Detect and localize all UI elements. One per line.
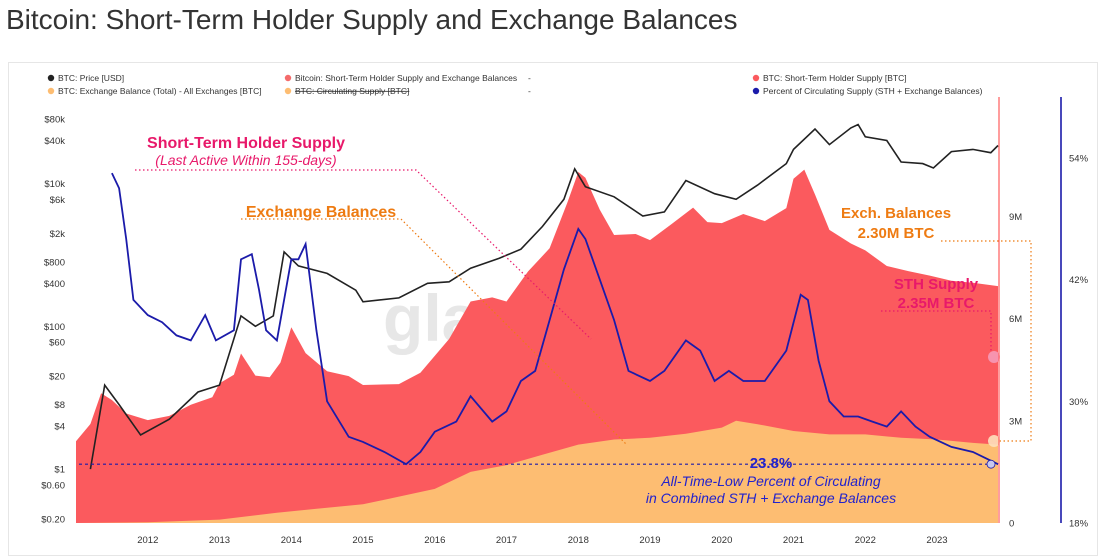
sth-annotation-subtitle: (Last Active Within 155-days) [155, 152, 336, 168]
supply-tick-label: 0 [1009, 519, 1014, 530]
sth-end-marker [988, 351, 1000, 363]
price-tick-label: $40k [44, 136, 65, 147]
x-tick-label: 2015 [352, 535, 373, 546]
legend-label-sth: BTC: Short-Term Holder Supply [BTC] [763, 73, 907, 83]
line-layer [89, 123, 999, 470]
sth-annotation-title: Short-Term Holder Supply [147, 135, 345, 152]
x-tick-label: 2020 [711, 535, 732, 546]
exch-balance-label: Exch. Balances [841, 205, 951, 222]
supply-tick-label: 3M [1009, 416, 1022, 427]
atl-caption-line1: All-Time-Low Percent of Circulating [660, 473, 880, 489]
legend-label-dash-2: - [528, 86, 531, 96]
percent-tick-label: 30% [1069, 397, 1089, 408]
reference-layer [79, 169, 1032, 469]
x-tick-label: 2016 [424, 535, 445, 546]
legend-label-exchange: BTC: Exchange Balance (Total) - All Exch… [58, 86, 262, 96]
legend-swatch-price [47, 74, 55, 82]
percent-circulating-line [111, 172, 999, 466]
price-tick-label: $4 [54, 422, 65, 433]
price-tick-label: $1 [54, 465, 65, 476]
price-tick-label: $6k [50, 195, 66, 206]
sth-supply-value: 2.35M BTC [898, 295, 975, 312]
exchange-connector [241, 218, 627, 445]
price-tick-label: $0.20 [41, 515, 65, 526]
atl-value-label: 23.8% [750, 455, 793, 472]
axes-layer: 2012 2013 2014 2015 2016 2017 2018 2019 2020 2021… [41, 115, 1088, 547]
x-tick-label: 2021 [783, 535, 804, 546]
legend-swatch-circ [284, 87, 292, 95]
supply-tick-label: 9M [1009, 212, 1022, 223]
percent-tick-label: 18% [1069, 519, 1089, 530]
price-tick-label: $10k [44, 179, 65, 190]
x-tick-label: 2013 [209, 535, 230, 546]
x-tick-label: 2022 [855, 535, 876, 546]
price-tick-label: $8 [54, 400, 65, 411]
price-tick-label: $0.60 [41, 480, 65, 491]
percent-tick-label: 54% [1069, 153, 1089, 164]
price-tick-label: $80k [44, 115, 65, 126]
sth-supply-label: STH Supply [894, 276, 979, 293]
atl-marker [986, 459, 996, 469]
chart-title: Bitcoin: Short-Term Holder Supply and Ex… [6, 4, 738, 35]
exch-balance-value: 2.30M BTC [858, 225, 935, 242]
legend-label-percent: Percent of Circulating Supply (STH + Exc… [763, 86, 983, 96]
price-tick-label: $2k [50, 229, 66, 240]
btc-price-line [89, 123, 999, 470]
legend-label-sth-exch: Bitcoin: Short-Term Holder Supply and Ex… [295, 73, 517, 83]
x-tick-label: 2023 [926, 535, 947, 546]
chart-frame: BTC: Price [USD] Bitcoin: Short-Term Hol… [8, 62, 1098, 556]
area-layer [76, 169, 998, 523]
chart-svg: BTC: Price [USD] Bitcoin: Short-Term Hol… [41, 73, 1088, 547]
legend-swatch-sth [752, 74, 760, 82]
price-tick-label: $400 [44, 279, 65, 290]
legend-label-circ: BTC: Circulating Supply [BTC] [295, 86, 409, 96]
legend-label-dash-1: - [528, 73, 531, 83]
legend-swatch-sth-exch [284, 74, 292, 82]
sth-balance-connector [881, 310, 992, 353]
x-tick-label: 2017 [496, 535, 517, 546]
legend-label-price: BTC: Price [USD] [58, 73, 124, 83]
price-tick-label: $60 [49, 338, 65, 349]
percent-tick-label: 42% [1069, 275, 1089, 286]
sth-connector [135, 169, 592, 340]
supply-tick-label: 6M [1009, 314, 1022, 325]
price-tick-label: $800 [44, 257, 65, 268]
annotation-layer: Short-Term Holder Supply(Last Active Wit… [147, 135, 979, 506]
x-tick-label: 2012 [137, 535, 158, 546]
legend: BTC: Price [USD] Bitcoin: Short-Term Hol… [47, 73, 983, 96]
exchange-balance-area [76, 420, 998, 523]
exchange-annotation-title: Exchange Balances [246, 204, 396, 221]
price-tick-label: $20 [49, 372, 65, 383]
legend-swatch-percent [752, 87, 760, 95]
x-tick-label: 2019 [639, 535, 660, 546]
exchange-end-marker [988, 435, 1000, 447]
legend-swatch-exchange [47, 87, 55, 95]
atl-caption-line2: in Combined STH + Exchange Balances [646, 490, 896, 506]
x-tick-label: 2014 [281, 535, 302, 546]
price-tick-label: $100 [44, 322, 65, 333]
exch-balance-connector [941, 240, 1032, 442]
x-tick-label: 2018 [568, 535, 589, 546]
